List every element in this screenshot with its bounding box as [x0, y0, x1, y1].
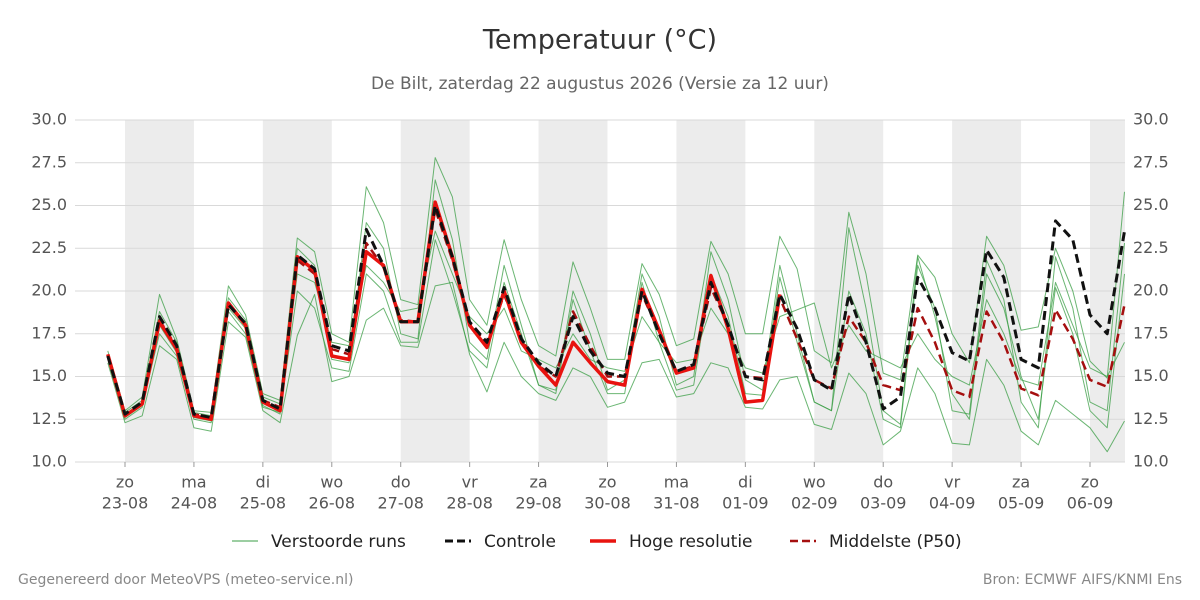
series-line	[106, 204, 1126, 419]
y2-tick-label: 22.5	[1133, 238, 1169, 257]
y-tick-label: 27.5	[31, 152, 67, 171]
x-tick-weekday: do	[391, 473, 411, 492]
y2-tick-label: 30.0	[1133, 110, 1169, 129]
x-tick-label: 31-08	[653, 494, 700, 513]
ensemble-line	[107, 230, 1125, 417]
x-tick-label: 28-08	[446, 494, 493, 513]
x-tick-label: 04-09	[929, 494, 976, 513]
x-tick-weekday: ma	[664, 473, 689, 492]
chart-title: Temperatuur (°C)	[482, 25, 717, 56]
x-tick-weekday: za	[1012, 473, 1030, 492]
x-tick-label: 30-08	[584, 494, 631, 513]
x-tick-label: 23-08	[102, 494, 149, 513]
x-tick-label: 01-09	[722, 494, 769, 513]
x-tick-weekday: za	[529, 473, 547, 492]
x-tick-weekday: zo	[1081, 473, 1099, 492]
y2-tick-label: 15.0	[1133, 366, 1169, 385]
x-tick-label: 27-08	[377, 494, 424, 513]
y-tick-label: 20.0	[31, 281, 67, 300]
x-tick-label: 02-09	[791, 494, 838, 513]
y2-tick-label: 20.0	[1133, 281, 1169, 300]
ensemble-line	[107, 157, 1125, 413]
legend-label: Middelste (P50)	[829, 532, 962, 552]
x-tick-label: 26-08	[309, 494, 356, 513]
y-tick-label: 25.0	[31, 195, 67, 214]
y2-tick-label: 17.5	[1133, 323, 1169, 342]
y2-tick-label: 10.0	[1133, 452, 1169, 471]
x-tick-weekday: di	[738, 473, 753, 492]
x-tick-label: 25-08	[240, 494, 287, 513]
y-tick-label: 22.5	[31, 238, 67, 257]
x-tick-weekday: zo	[116, 473, 134, 492]
x-tick-label: 03-09	[860, 494, 907, 513]
legend-label: Verstoorde runs	[271, 532, 406, 552]
x-tick-label: 24-08	[171, 494, 218, 513]
y2-tick-label: 12.5	[1133, 409, 1169, 428]
ensemble-line	[107, 281, 1125, 453]
y-tick-label: 15.0	[31, 366, 67, 385]
y2-tick-label: 27.5	[1133, 152, 1169, 171]
x-tick-weekday: vr	[944, 473, 960, 492]
x-tick-weekday: zo	[598, 473, 616, 492]
y2-tick-label: 25.0	[1133, 195, 1169, 214]
footer-right: Bron: ECMWF AIFS/KNMI Ens	[983, 572, 1182, 588]
y-tick-label: 12.5	[31, 409, 67, 428]
y-tick-label: 30.0	[31, 110, 67, 129]
y-tick-label: 10.0	[31, 452, 67, 471]
x-tick-weekday: wo	[320, 473, 343, 492]
ensemble-line	[107, 239, 1125, 429]
x-tick-weekday: wo	[803, 473, 826, 492]
x-tick-weekday: di	[256, 473, 271, 492]
chart-subtitle: De Bilt, zaterdag 22 augustus 2026 (Vers…	[371, 74, 829, 94]
x-tick-label: 05-09	[998, 494, 1045, 513]
y-tick-label: 17.5	[31, 323, 67, 342]
x-tick-weekday: ma	[181, 473, 206, 492]
x-tick-weekday: vr	[462, 473, 478, 492]
legend-label: Controle	[484, 532, 556, 552]
x-tick-label: 29-08	[515, 494, 562, 513]
x-tick-label: 06-09	[1067, 494, 1114, 513]
x-tick-weekday: do	[873, 473, 893, 492]
footer-left: Gegenereerd door MeteoVPS (meteo-service…	[18, 572, 353, 588]
legend-label: Hoge resolutie	[629, 532, 753, 552]
